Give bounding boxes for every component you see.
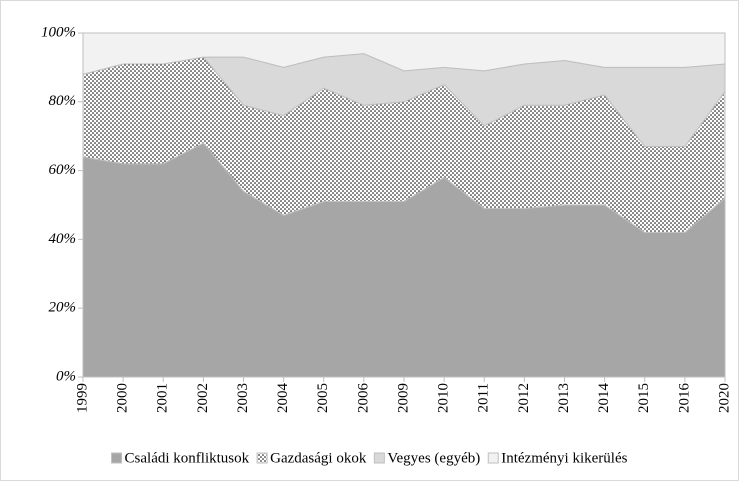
- y-tick-label: 60%: [49, 162, 77, 178]
- legend-label: Családi konfliktusok: [125, 450, 250, 466]
- legend-swatch: [373, 452, 385, 464]
- x-tick-label: 2011: [476, 383, 492, 412]
- x-tick-label: 2015: [636, 383, 652, 413]
- x-tick-label: 2005: [315, 383, 331, 413]
- legend-label: Gazdasági okok: [270, 450, 367, 466]
- x-tick-label: 1999: [74, 383, 90, 413]
- x-tick-label: 2002: [195, 383, 211, 413]
- x-tick-label: 2003: [235, 383, 251, 413]
- x-tick-label: 2013: [556, 383, 572, 413]
- y-tick-label: 100%: [41, 24, 76, 40]
- legend-label: Vegyes (egyéb): [387, 450, 480, 466]
- x-tick-label: 2009: [395, 383, 411, 413]
- y-tick-label: 40%: [49, 231, 77, 247]
- x-tick-label: 2016: [676, 383, 692, 414]
- legend-swatch: [111, 452, 123, 464]
- x-tick-label: 2010: [436, 383, 452, 413]
- legend-swatch: [256, 452, 268, 464]
- legend-swatch: [487, 452, 499, 464]
- x-tick-label: 2020: [716, 383, 732, 413]
- x-tick-label: 2012: [516, 383, 532, 413]
- x-tick-label: 2004: [275, 383, 291, 414]
- x-tick-label: 2001: [155, 383, 171, 413]
- y-tick-label: 80%: [49, 93, 77, 109]
- legend-label: Intézményi kikerülés: [501, 450, 627, 466]
- x-tick-label: 2000: [115, 383, 131, 413]
- x-tick-label: 2014: [596, 383, 612, 414]
- x-tick-label: 2006: [355, 383, 371, 414]
- y-tick-label: 0%: [56, 368, 76, 384]
- y-tick-label: 20%: [49, 300, 77, 316]
